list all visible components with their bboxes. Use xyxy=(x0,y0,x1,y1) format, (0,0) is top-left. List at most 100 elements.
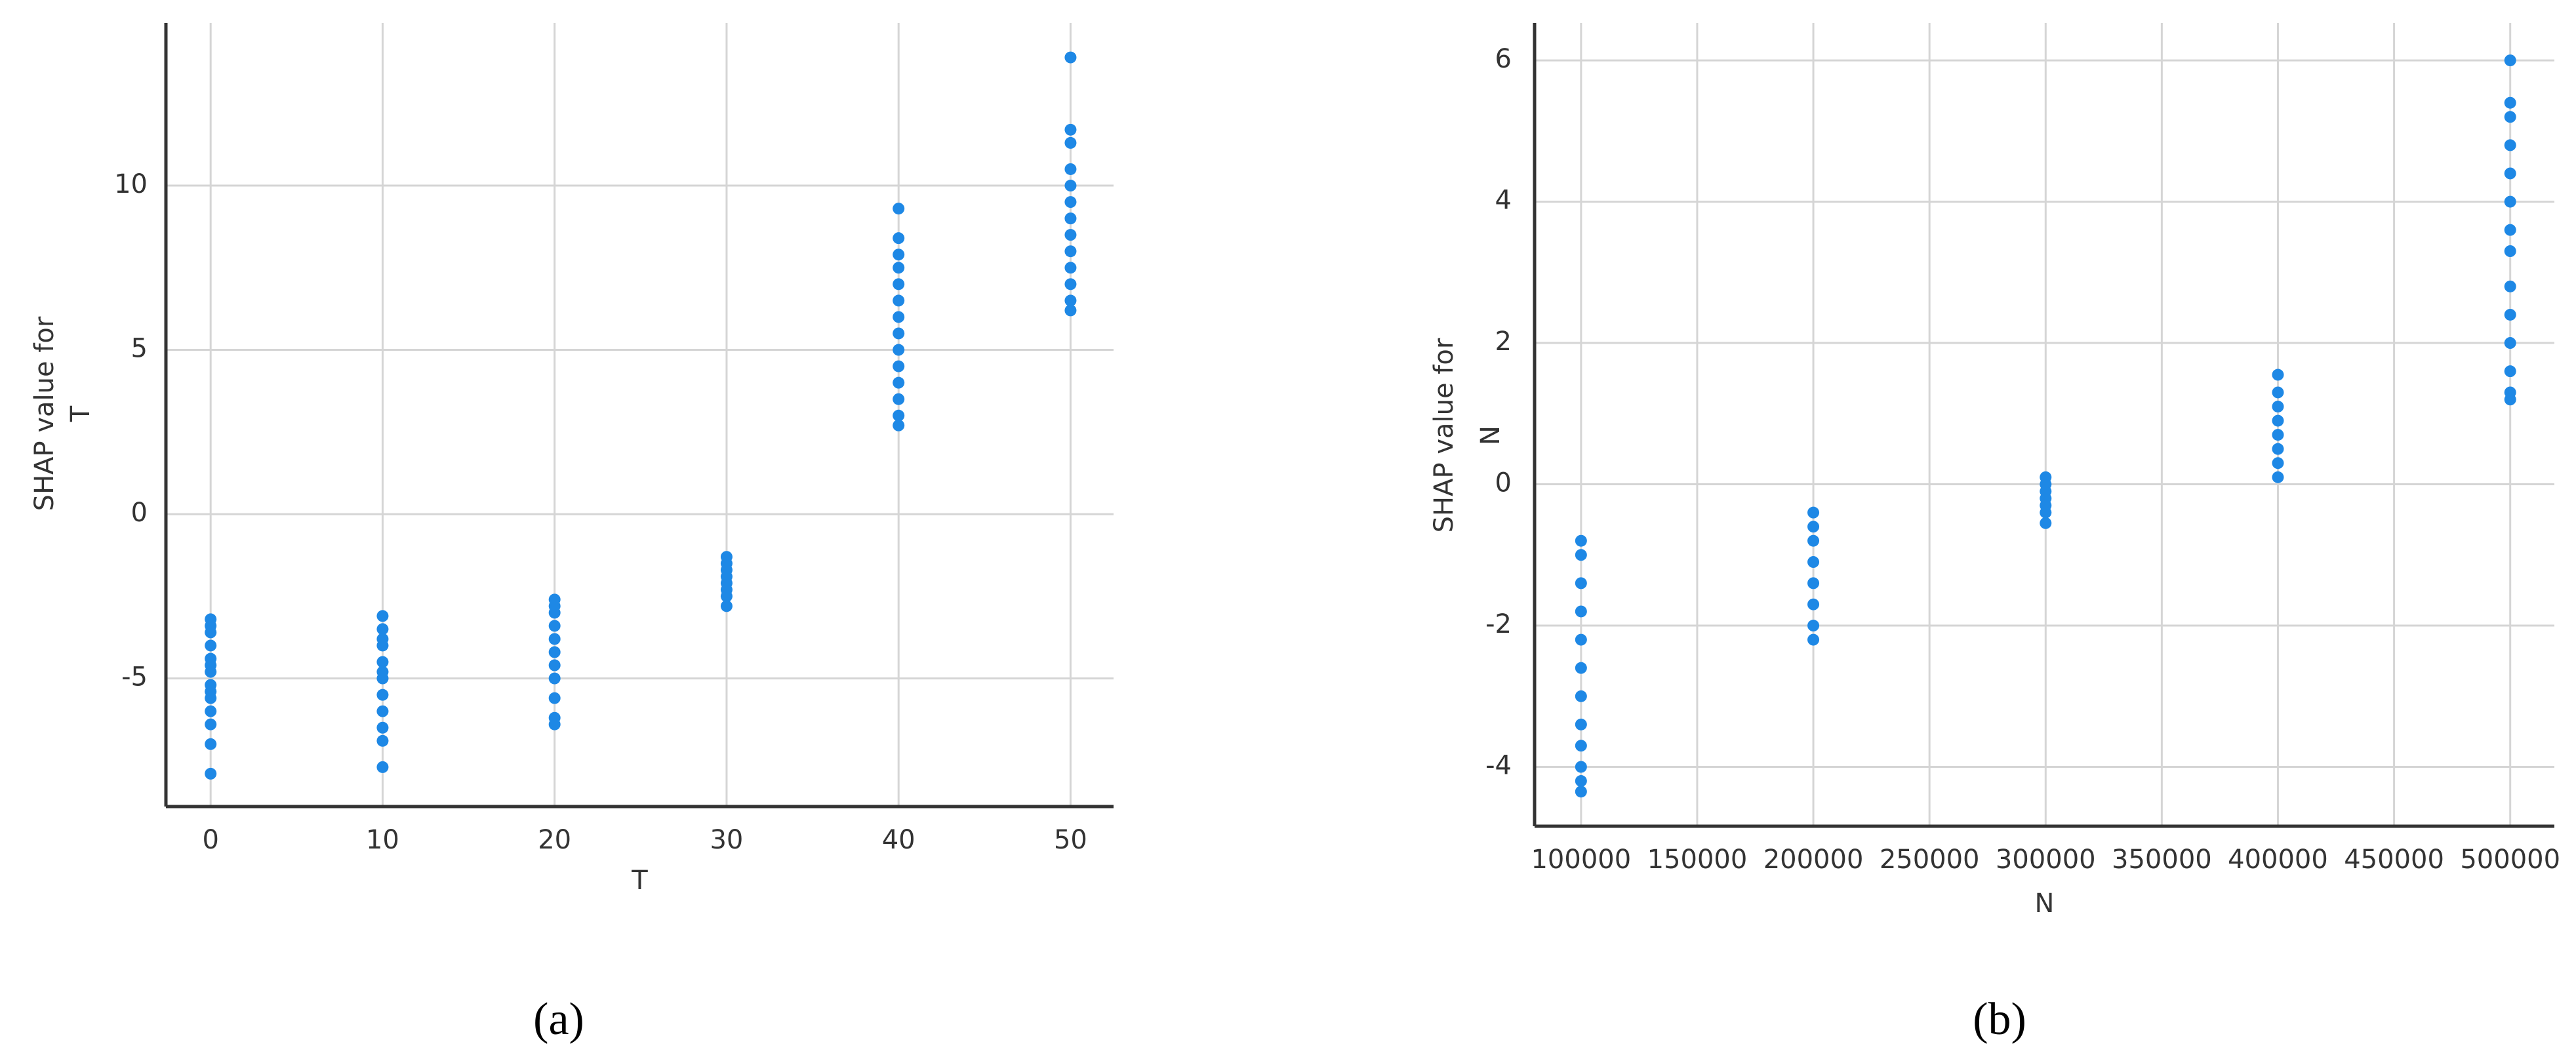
point xyxy=(376,761,389,773)
point xyxy=(893,262,905,274)
x-tick-label: 500000 xyxy=(2460,845,2560,875)
point xyxy=(893,393,905,405)
x-tick-label: 300000 xyxy=(1996,845,2096,875)
point xyxy=(1575,549,1587,561)
point xyxy=(893,311,905,323)
point xyxy=(1807,620,1820,632)
point xyxy=(2040,506,2052,519)
point xyxy=(2504,139,2516,151)
point xyxy=(1064,212,1077,225)
caption: (b) xyxy=(1973,994,2026,1045)
point xyxy=(1807,598,1820,610)
point xyxy=(376,623,389,635)
point xyxy=(1064,229,1077,241)
point xyxy=(2272,369,2284,381)
point xyxy=(205,659,217,671)
point xyxy=(1575,534,1587,547)
point xyxy=(548,692,561,704)
point xyxy=(548,646,561,658)
x-tick-label: 350000 xyxy=(2112,845,2212,875)
point xyxy=(2272,443,2284,455)
point xyxy=(1575,740,1587,752)
point xyxy=(2504,393,2516,406)
point xyxy=(720,590,733,603)
x-tick-label: 450000 xyxy=(2344,845,2444,875)
point xyxy=(893,203,905,215)
caption: (a) xyxy=(533,994,584,1045)
y-axis-label: SHAP value for xyxy=(1429,338,1459,532)
point xyxy=(893,409,905,422)
point xyxy=(1575,718,1587,730)
point xyxy=(1807,534,1820,547)
point xyxy=(1064,51,1077,64)
point xyxy=(2504,111,2516,123)
y-tick-label: 0 xyxy=(1495,468,1512,498)
x-tick-label: 100000 xyxy=(1531,845,1631,875)
y-axis-label: SHAP value for xyxy=(30,316,60,511)
point xyxy=(1064,294,1077,307)
x-axis-label: N xyxy=(2035,889,2055,919)
point xyxy=(205,639,217,652)
y-tick-label: -2 xyxy=(1485,609,1512,639)
x-tick-label: 200000 xyxy=(1763,845,1864,875)
x-tick-label: 250000 xyxy=(1880,845,1980,875)
point xyxy=(376,689,389,701)
point xyxy=(893,419,905,431)
point xyxy=(2504,167,2516,180)
point xyxy=(893,360,905,372)
point xyxy=(1807,506,1820,519)
y-tick-label: 5 xyxy=(131,334,148,364)
point xyxy=(2272,457,2284,470)
point xyxy=(1064,136,1077,149)
y-axis-label: T xyxy=(66,405,96,422)
y-axis-label: N xyxy=(1476,426,1506,445)
point xyxy=(2504,195,2516,208)
point xyxy=(205,738,217,750)
point xyxy=(205,685,217,698)
y-tick-label: 10 xyxy=(114,169,148,199)
point xyxy=(1064,163,1077,175)
point xyxy=(205,705,217,717)
point xyxy=(1807,521,1820,533)
y-tick-label: 6 xyxy=(1495,44,1512,74)
x-tick-label: 150000 xyxy=(1647,845,1748,875)
point xyxy=(2272,429,2284,441)
point xyxy=(2504,96,2516,109)
point xyxy=(893,327,905,340)
point xyxy=(1575,761,1587,773)
point xyxy=(376,666,389,678)
point xyxy=(893,249,905,261)
point xyxy=(205,620,217,632)
point xyxy=(1064,278,1077,290)
point xyxy=(376,734,389,747)
point xyxy=(2504,365,2516,378)
point xyxy=(1064,304,1077,317)
point xyxy=(1575,605,1587,618)
point xyxy=(1575,662,1587,674)
x-tick-label: 0 xyxy=(202,825,218,855)
point xyxy=(548,659,561,671)
point xyxy=(376,705,389,717)
point xyxy=(2272,414,2284,427)
point xyxy=(1064,196,1077,209)
point xyxy=(548,633,561,645)
x-tick-label: 50 xyxy=(1054,825,1087,855)
point xyxy=(893,278,905,290)
point xyxy=(205,718,217,730)
point xyxy=(1807,633,1820,646)
x-tick-label: 20 xyxy=(538,825,571,855)
point xyxy=(548,600,561,612)
point xyxy=(2504,245,2516,257)
point xyxy=(893,294,905,307)
point xyxy=(2504,337,2516,350)
point xyxy=(1575,786,1587,798)
point xyxy=(2040,517,2052,529)
point xyxy=(1575,690,1587,702)
point xyxy=(205,767,217,780)
x-tick-label: 40 xyxy=(882,825,916,855)
point xyxy=(893,344,905,356)
x-tick-label: 30 xyxy=(710,825,743,855)
point xyxy=(548,672,561,685)
point xyxy=(893,376,905,389)
